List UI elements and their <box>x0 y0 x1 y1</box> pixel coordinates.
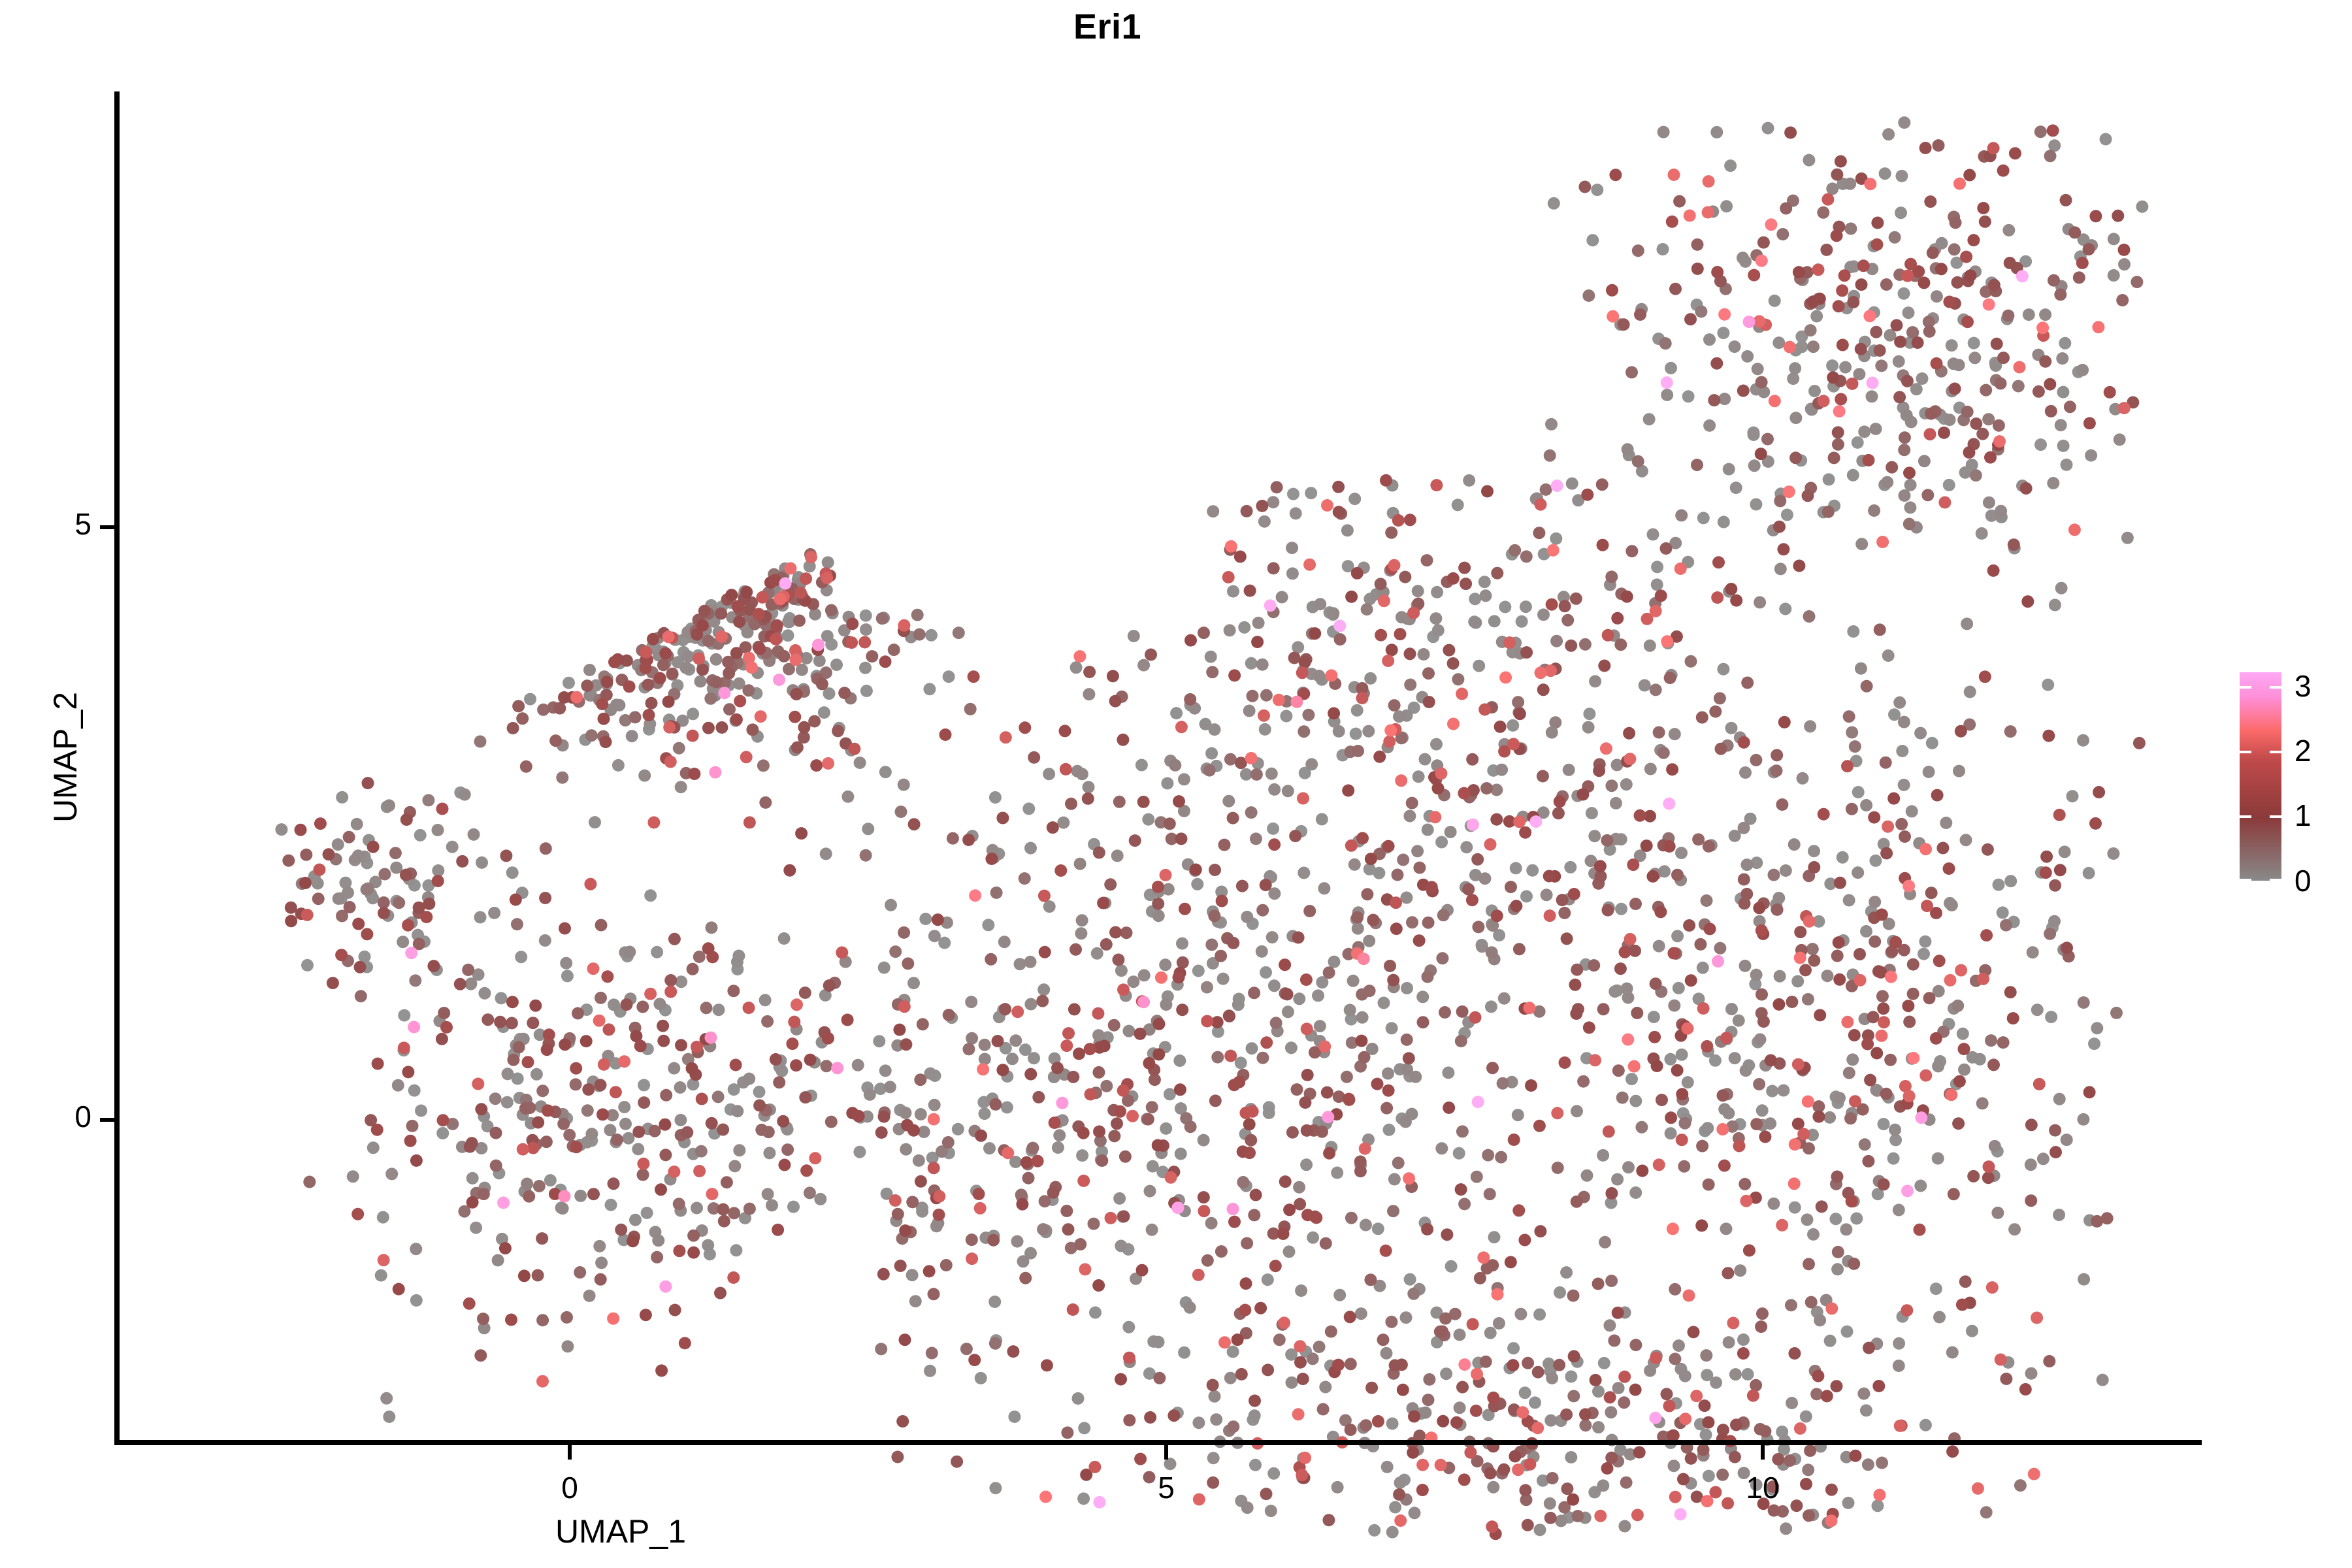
colorbar-tick-2-right <box>2270 751 2281 753</box>
colorbar-label-3: 3 <box>2295 669 2311 703</box>
x-tick-label-10: 10 <box>1746 1471 1780 1505</box>
colorbar-label-0: 0 <box>2295 864 2311 898</box>
x-tick-label-5: 5 <box>1158 1471 1175 1505</box>
colorbar-tick-2-left <box>2240 751 2251 753</box>
y-tick-mark-0 <box>100 1118 114 1122</box>
colorbar-label-1: 1 <box>2295 798 2311 832</box>
scatter-series <box>275 116 2149 1541</box>
colorbar-tick-1-right <box>2270 815 2281 818</box>
x-tick-mark-0 <box>568 1445 572 1460</box>
x-axis-line <box>114 1440 2202 1445</box>
y-tick-label-0: 0 <box>74 1100 91 1134</box>
colorbar-tick-0-right <box>2270 879 2281 881</box>
x-tick-mark-5 <box>1164 1445 1168 1460</box>
y-tick-label-5: 5 <box>74 507 91 541</box>
y-axis-label: UMAP_2 <box>47 691 84 823</box>
x-tick-label-0: 0 <box>561 1471 578 1505</box>
page-title: Eri1 <box>1073 7 1142 46</box>
colorbar-label-2: 2 <box>2295 734 2311 768</box>
colorbar-tick-1-left <box>2240 815 2251 818</box>
colorbar-tick-0-left <box>2240 879 2251 881</box>
x-axis-label: UMAP_1 <box>555 1513 687 1550</box>
x-tick-mark-10 <box>1761 1445 1765 1460</box>
colorbar-tick-3-right <box>2270 686 2281 689</box>
y-axis-line <box>114 91 120 1445</box>
plot-panel <box>114 91 2202 1541</box>
y-tick-mark-5 <box>100 525 114 529</box>
colorbar-tick-3-left <box>2240 686 2251 689</box>
colorbar-gradient <box>2240 672 2281 881</box>
